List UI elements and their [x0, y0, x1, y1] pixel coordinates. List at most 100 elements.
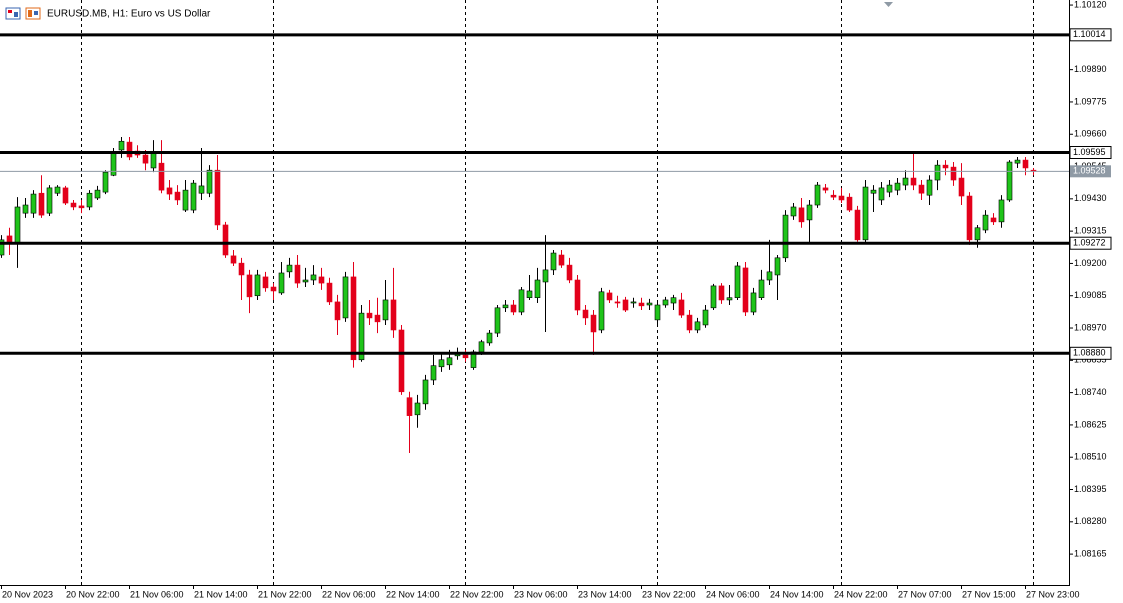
candle-body [526, 290, 533, 298]
candle-body [358, 312, 365, 361]
candle-body [942, 164, 949, 169]
candle-body [894, 182, 901, 191]
level-label-box [1069, 236, 1112, 250]
levels: 1.10014 1.09595 1.09272 1.08880 1.09528 [0, 28, 1112, 360]
candles [0, 137, 1037, 454]
candle-body [598, 291, 605, 331]
y-tick-label: 1.08970 [1074, 322, 1107, 332]
candle-body [478, 341, 485, 353]
candle-body [94, 189, 101, 199]
candle-body [262, 276, 269, 289]
shift-marker [884, 2, 893, 7]
candle-body [254, 274, 261, 297]
candle-body [462, 354, 469, 359]
candle-body [862, 186, 869, 241]
candle-body [550, 252, 557, 271]
icon-part [8, 10, 12, 13]
candle-body [502, 304, 509, 309]
candle-body [806, 204, 813, 221]
candle-body [286, 264, 293, 273]
candle-body [566, 264, 573, 281]
candle-body [630, 301, 637, 304]
candle-body [46, 187, 53, 214]
x-tick-label: 27 Nov 23:00 [1026, 589, 1080, 599]
candle-body [166, 187, 173, 195]
y-tick-label: 1.09775 [1074, 96, 1107, 106]
candle-body [790, 206, 797, 217]
candle-body [62, 187, 69, 204]
candle-body [126, 141, 133, 158]
y-tick-label: 1.08165 [1074, 548, 1107, 558]
candle-body [662, 299, 669, 306]
y-tick-label: 1.09430 [1074, 193, 1107, 203]
candle-body [678, 299, 685, 316]
candle-body [966, 195, 973, 241]
candle-body [638, 302, 645, 307]
candle-body [774, 257, 781, 276]
candle-body [222, 224, 229, 256]
day-separators [81, 0, 1034, 585]
candle-body [830, 194, 837, 198]
candle-body [886, 184, 893, 193]
icon [5, 7, 21, 20]
candle-body [950, 166, 957, 181]
candle-body [534, 279, 541, 298]
candle-body [910, 177, 917, 186]
candle-body [38, 192, 45, 216]
candle-body [990, 217, 997, 223]
candle-body [158, 162, 165, 191]
x-tick-label: 21 Nov 22:00 [258, 589, 312, 599]
candle-body [318, 276, 325, 284]
candle-body [206, 169, 213, 194]
candle-body [230, 255, 237, 264]
candle-body [14, 206, 21, 244]
candle-body [558, 254, 565, 266]
candle-body [182, 189, 189, 211]
y-tick-label: 1.09200 [1074, 258, 1107, 268]
candle-body [142, 154, 149, 164]
candle-body [78, 205, 85, 209]
level-label-box [1069, 145, 1112, 159]
candle-body [278, 272, 285, 294]
candle-body [542, 269, 549, 283]
candle-body [102, 171, 109, 193]
candle-body [246, 274, 253, 298]
y-tick-label: 1.10120 [1074, 0, 1107, 9]
candle-body [646, 302, 653, 306]
price-label: 1.09528 [1073, 166, 1106, 176]
level-label-box [1069, 28, 1112, 42]
candle-body [198, 185, 205, 194]
candle-body [174, 191, 181, 201]
candle-body [342, 276, 349, 319]
candle-body [686, 314, 693, 331]
candle-body [846, 196, 853, 211]
candle-body [302, 279, 309, 283]
x-tick-label: 22 Nov 22:00 [450, 589, 504, 599]
x-tick-label: 24 Nov 14:00 [770, 589, 824, 599]
candle-body [918, 184, 925, 194]
candle-body [614, 301, 621, 304]
candle-body [726, 297, 733, 301]
candle-body [606, 292, 613, 301]
candle-body [654, 304, 661, 321]
candle-body [446, 357, 453, 366]
candle-body [574, 279, 581, 311]
candle-body [766, 271, 773, 281]
x-tick-label: 23 Nov 14:00 [578, 589, 632, 599]
level-label: 1.08880 [1073, 348, 1106, 358]
x-tick-label: 27 Nov 07:00 [898, 589, 952, 599]
candle-body [670, 297, 677, 304]
candle-body [118, 140, 125, 151]
x-tick-label: 20 Nov 22:00 [66, 589, 120, 599]
candle-body [854, 209, 861, 241]
level-label-box [1069, 346, 1112, 360]
candle-body [294, 264, 301, 284]
candle-body [430, 365, 437, 381]
candle-body [702, 309, 709, 326]
candle-body [310, 274, 317, 281]
x-tick-label: 23 Nov 06:00 [514, 589, 568, 599]
candle-body [926, 179, 933, 196]
candle-body [1006, 161, 1013, 201]
candle-body [742, 267, 749, 313]
candle-body [622, 299, 629, 311]
